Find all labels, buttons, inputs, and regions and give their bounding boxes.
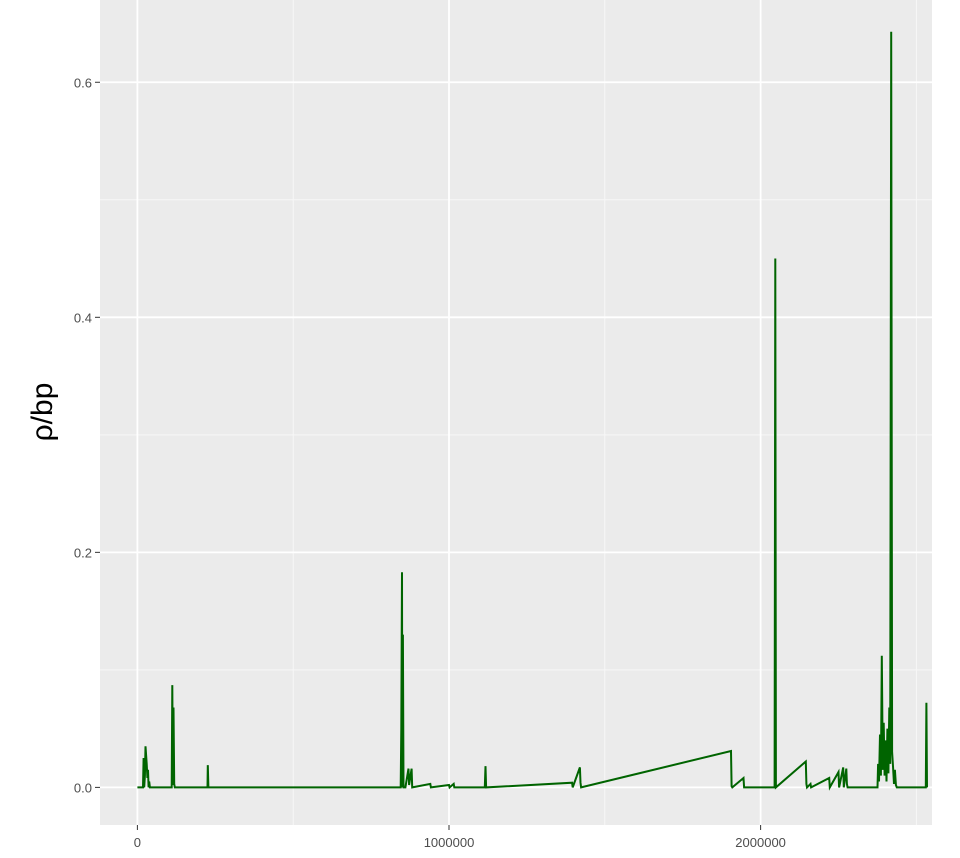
plot-panel (100, 0, 932, 825)
series-line (137, 31, 928, 791)
series-layer (137, 31, 928, 791)
x-tick-label: 0 (134, 835, 141, 850)
y-axis: 0.0 0.2 0.4 0.6 (74, 75, 100, 795)
y-tick-label: 0.2 (74, 545, 92, 560)
y-axis-title: ρ/bp (26, 383, 59, 442)
y-tick-label: 0.4 (74, 310, 92, 325)
x-tick-label: 2000000 (735, 835, 786, 850)
x-axis: 0 1000000 2000000 (134, 825, 786, 850)
major-grid (100, 0, 932, 825)
y-tick-label: 0.6 (74, 75, 92, 90)
x-tick-label: 1000000 (424, 835, 475, 850)
y-tick-label: 0.0 (74, 780, 92, 795)
minor-grid (100, 0, 932, 825)
